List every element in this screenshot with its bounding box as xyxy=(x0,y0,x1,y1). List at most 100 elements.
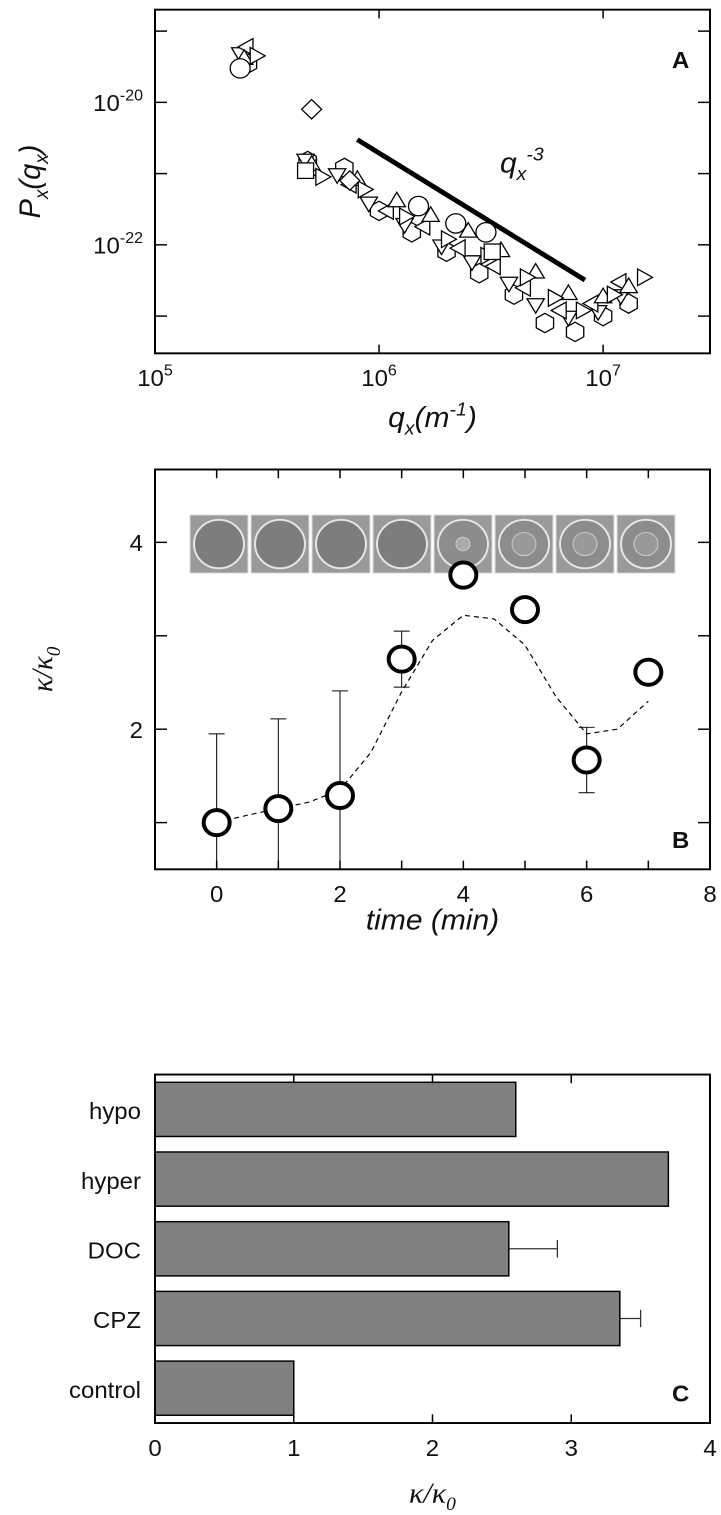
marker xyxy=(201,808,232,838)
tick-exp: 7 xyxy=(612,363,621,380)
marker xyxy=(338,169,361,192)
marker xyxy=(519,267,537,287)
label-part: ) xyxy=(14,145,48,158)
marker xyxy=(325,780,355,811)
cell-outline xyxy=(254,518,306,570)
marker xyxy=(535,312,555,334)
marker xyxy=(510,595,540,625)
panel-label: B xyxy=(672,828,689,854)
annotation: qx-3 xyxy=(500,145,544,185)
marker xyxy=(499,276,519,294)
marker xyxy=(440,229,458,249)
label-part: -1 xyxy=(450,400,467,421)
label-part: x xyxy=(516,164,528,185)
bar xyxy=(154,1290,621,1347)
tick-label: 2 xyxy=(426,1436,439,1462)
fit-line xyxy=(355,137,587,283)
plot-frame xyxy=(154,8,711,355)
cell-inner xyxy=(572,531,598,557)
y-tick-label: CPZ xyxy=(93,1308,141,1334)
label-part: x xyxy=(404,419,416,440)
tick-label: 4 xyxy=(703,1436,716,1462)
tick-base: 10 xyxy=(361,367,388,393)
cell-outline xyxy=(193,518,245,570)
panel-label: A xyxy=(672,48,689,74)
marker xyxy=(483,256,501,276)
label-part: x xyxy=(32,188,53,200)
marker xyxy=(359,196,379,213)
cell-outline xyxy=(315,518,367,570)
cell-outline xyxy=(376,518,428,570)
tick-exp: 5 xyxy=(164,363,173,380)
label-part: (q xyxy=(14,163,48,189)
bar xyxy=(154,1220,510,1277)
marker xyxy=(263,794,294,824)
y-tick-label: DOC xyxy=(88,1239,141,1265)
tick-label: 8 xyxy=(703,883,716,909)
tick-label: 1 xyxy=(287,1436,300,1462)
marker xyxy=(547,288,565,308)
plot-frame xyxy=(154,1073,711,1425)
marker xyxy=(229,58,251,79)
tick-exp: 6 xyxy=(388,363,397,380)
label-part: 0 xyxy=(446,1494,456,1515)
tick-label: 6 xyxy=(580,883,593,909)
y-axis-label: Px(qx) xyxy=(14,145,53,219)
label-part: 0 xyxy=(44,646,65,656)
marker xyxy=(448,560,479,590)
tick-label: 3 xyxy=(565,1436,578,1462)
panel-label: C xyxy=(672,1382,689,1408)
tick-base: 10 xyxy=(585,367,612,393)
tick-label: 10-22 xyxy=(93,230,143,259)
label-part: x xyxy=(32,153,53,165)
marker xyxy=(249,46,267,66)
tick-label: 106 xyxy=(361,363,397,392)
marker xyxy=(475,221,497,243)
tick-label: 107 xyxy=(585,363,621,392)
marker xyxy=(558,283,579,301)
bar xyxy=(154,1360,295,1417)
label-part: κ/κ xyxy=(27,655,60,692)
marker xyxy=(606,285,624,305)
marker xyxy=(300,98,323,120)
tick-base: 10 xyxy=(93,234,120,260)
marker xyxy=(407,195,430,217)
marker xyxy=(565,321,585,343)
tick-label: 0 xyxy=(148,1436,161,1462)
marker xyxy=(549,300,567,320)
marker xyxy=(618,276,639,294)
label-part: κ/κ xyxy=(409,1478,447,1509)
label-part: -3 xyxy=(526,145,544,166)
y-tick-label: hypo xyxy=(89,1099,141,1125)
cell-inner xyxy=(633,531,659,557)
marker xyxy=(357,179,375,199)
cell-inner xyxy=(455,536,471,552)
label-part: ) xyxy=(464,401,477,433)
tick-exp: -20 xyxy=(120,88,143,105)
marker xyxy=(420,205,441,222)
marker xyxy=(575,300,593,320)
marker xyxy=(581,294,599,314)
marker xyxy=(633,657,664,687)
marker xyxy=(445,213,467,234)
marker xyxy=(386,644,417,674)
tick-exp: -22 xyxy=(120,230,143,247)
marker xyxy=(448,238,466,258)
marker xyxy=(483,243,501,261)
label-part: time (min) xyxy=(366,904,499,936)
marker xyxy=(571,745,602,775)
tick-label: 4 xyxy=(457,883,470,909)
marker xyxy=(462,255,482,272)
y-tick-label: control xyxy=(69,1378,141,1404)
label-part: q xyxy=(500,147,517,179)
tick-base: 10 xyxy=(93,91,120,117)
marker xyxy=(296,162,315,180)
tick-label: 10-20 xyxy=(93,88,143,117)
label-part: P xyxy=(14,199,48,219)
tick-label: 0 xyxy=(210,883,223,909)
tick-base: 10 xyxy=(137,367,164,393)
plot-frame xyxy=(154,468,711,871)
marker xyxy=(398,207,416,226)
marker xyxy=(315,167,333,187)
